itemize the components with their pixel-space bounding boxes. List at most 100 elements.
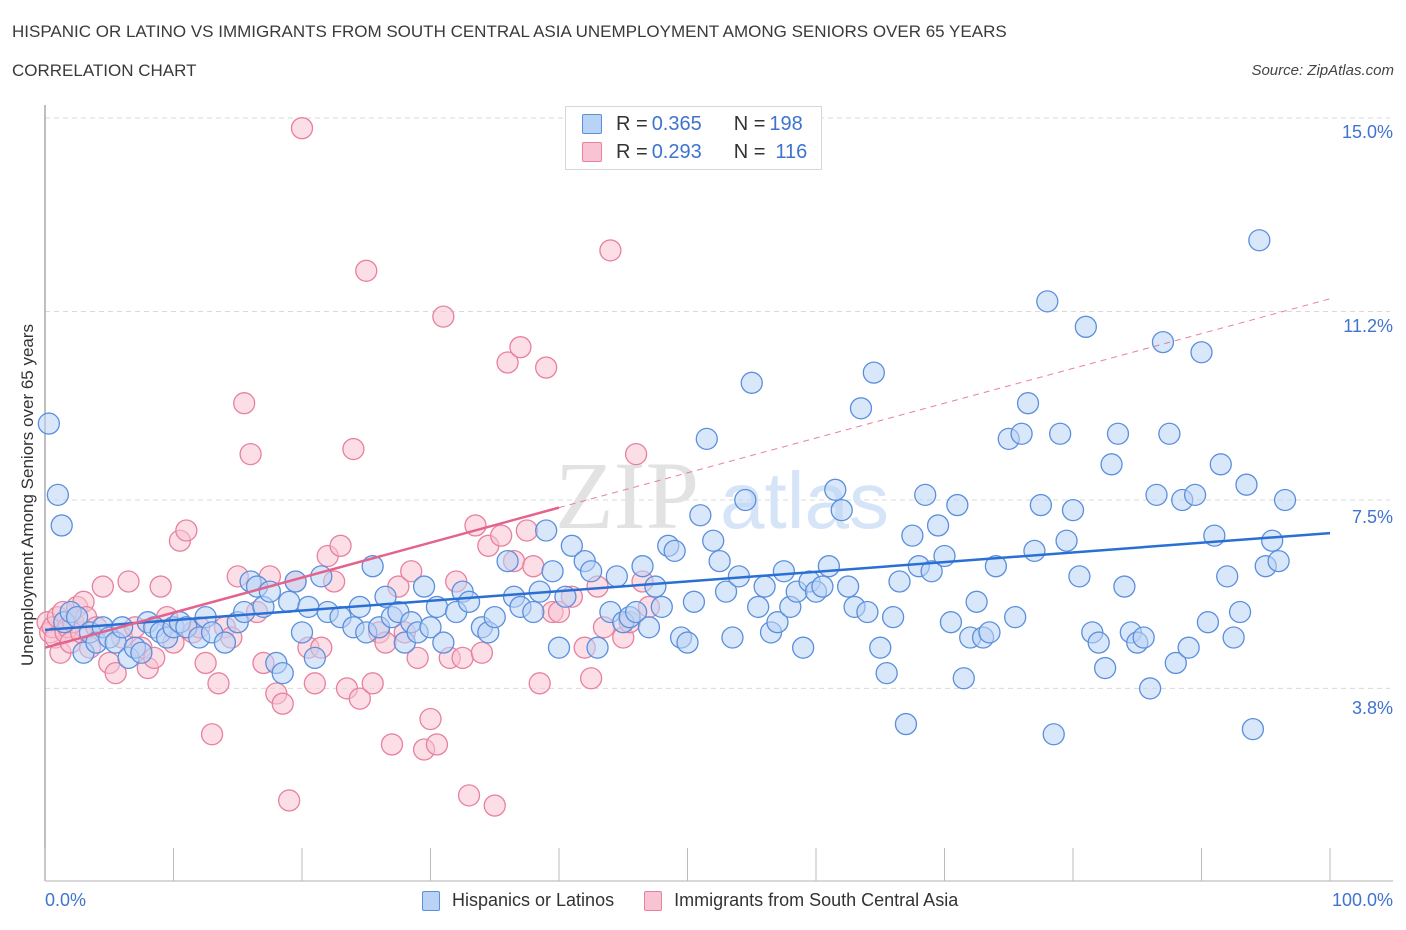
pink-trend-extension (558, 298, 1331, 509)
r-label: R = (616, 140, 648, 163)
blue-point (740, 371, 763, 394)
blue-point (1183, 483, 1207, 507)
pink-point (432, 305, 455, 328)
blue-point (419, 616, 442, 639)
blue-point (1267, 549, 1290, 573)
pink-point (522, 555, 545, 578)
series-legend: Hispanics or Latinos Immigrants from Sou… (422, 890, 988, 911)
blue-point (432, 631, 455, 654)
blue-point (277, 590, 301, 613)
blue-point (271, 661, 294, 685)
legend-row-hispanic: R = 0.365 N = 198 (566, 111, 803, 137)
legend-label: Immigrants from South Central Asia (674, 890, 959, 910)
blue-point (605, 565, 628, 588)
x-tick-label-max: 100.0% (1331, 890, 1393, 910)
legend-swatch-pink (582, 142, 602, 162)
blue-point (766, 611, 789, 634)
blue-point (714, 580, 738, 603)
blue-point (772, 560, 796, 583)
legend-row-immigrants: R = 0.293 N = 116 (566, 139, 807, 165)
blue-point (965, 590, 988, 613)
blue-point (939, 611, 963, 634)
blue-point (1087, 631, 1110, 654)
blue-point (682, 590, 706, 613)
pink-point (355, 259, 378, 282)
pink-point (207, 672, 230, 695)
blue-point (914, 483, 937, 507)
blue-point (894, 712, 918, 736)
blue-point (1164, 651, 1187, 675)
y-axis-label: Unemployment Among Seniors over 65 years (18, 323, 37, 667)
blue-point (849, 397, 873, 420)
blue-point (1228, 600, 1252, 624)
pink-point (149, 575, 172, 598)
blue-point (412, 575, 436, 598)
legend-swatch-pink (644, 890, 663, 911)
pink-point (380, 733, 404, 756)
pink-point (200, 723, 224, 746)
blue-point (644, 575, 667, 598)
blue-point (290, 621, 314, 644)
blue-point (624, 600, 648, 624)
blue-point (1074, 315, 1097, 338)
legend-swatch-blue (582, 114, 602, 134)
pink-point (624, 442, 648, 466)
legend-swatch-blue (422, 890, 440, 911)
blue-point (579, 560, 603, 583)
n-value: 198 (769, 112, 803, 135)
blue-point (926, 514, 950, 537)
blue-point (535, 519, 558, 542)
y-tick-label: 11.2% (1343, 316, 1393, 336)
blue-point (1113, 575, 1136, 598)
n-label: N = (733, 140, 766, 163)
pink-point (451, 646, 474, 670)
blue-point (734, 488, 757, 512)
blue-point (753, 575, 776, 598)
blue-point (560, 534, 583, 557)
blue-point (46, 483, 69, 507)
n-value: 116 (775, 140, 808, 163)
pink-point (271, 692, 294, 715)
blue-point (547, 636, 571, 659)
blue-point (1023, 539, 1046, 563)
pink-point (470, 641, 494, 664)
blue-point (1151, 330, 1175, 354)
blue-point (875, 661, 898, 685)
legend-item-immigrants: Immigrants from South Central Asia (644, 890, 958, 911)
legend-label: Hispanics or Latinos (452, 890, 615, 910)
pink-point (290, 117, 314, 140)
blue-point (650, 595, 673, 619)
blue-point (258, 580, 282, 603)
pink-point (483, 794, 506, 817)
blue-point (830, 499, 853, 522)
pink-point (419, 707, 442, 731)
blue-point (637, 616, 661, 639)
pink-point (496, 351, 519, 374)
y-tick-label: 3.8% (1351, 698, 1393, 718)
pink-point (515, 519, 539, 542)
pink-point (91, 575, 114, 598)
blue-point (374, 585, 397, 608)
blue-point (676, 631, 699, 654)
pink-point (175, 519, 198, 542)
x-tick-label-min: 0.0% (45, 890, 87, 910)
blue-point (1158, 422, 1181, 445)
blue-point (1010, 422, 1033, 445)
pink-point (400, 560, 423, 583)
blue-point (1132, 626, 1155, 649)
blue-point (310, 565, 333, 588)
blue-point (50, 514, 73, 537)
blue-point (856, 600, 879, 624)
blue-point (1093, 656, 1117, 680)
blue-point (978, 621, 1001, 644)
pink-point (239, 442, 262, 466)
blue-point (457, 590, 481, 613)
blue-point (1049, 422, 1072, 445)
pink-point (342, 437, 365, 461)
blue-point (836, 575, 860, 598)
pink-point (425, 733, 449, 756)
blue-point (888, 570, 911, 593)
axes (44, 105, 1393, 882)
r-value: 0.293 (651, 140, 702, 163)
